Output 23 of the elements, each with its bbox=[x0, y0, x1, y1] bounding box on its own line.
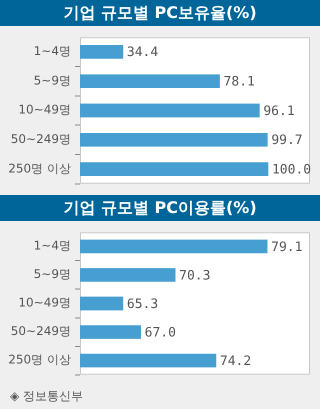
data-label: 78.1 bbox=[224, 74, 255, 90]
y-tick-label: 250명 이상 bbox=[8, 161, 71, 176]
y-tick-label: 10~49명 bbox=[18, 296, 71, 310]
data-label: 34.4 bbox=[126, 45, 158, 60]
data-label: 100.0 bbox=[272, 162, 312, 178]
y-tick-label: 5~9명 bbox=[34, 267, 71, 282]
y-tick-label: 50~249명 bbox=[10, 324, 71, 338]
y-tick-label: 1~4명 bbox=[34, 44, 71, 58]
chart-title: 기업 규모별 PC보유율(%) bbox=[0, 0, 320, 26]
text: ◈ 정보통신부 bbox=[9, 388, 84, 405]
data-label: 70.3 bbox=[179, 268, 210, 284]
data-label: 65.3 bbox=[126, 296, 158, 312]
chart-title: 기업 규모별 PC이용률(%) bbox=[0, 195, 320, 221]
y-tick-label: 250명 이상 bbox=[8, 352, 71, 367]
data-label: 99.7 bbox=[271, 133, 303, 148]
data-label: 96.1 bbox=[263, 104, 295, 119]
y-tick-label: 10~49명 bbox=[18, 102, 71, 117]
y-tick-label: 50~249명 bbox=[10, 132, 71, 146]
data-label: 79.1 bbox=[271, 240, 302, 255]
data-label: 67.0 bbox=[144, 325, 176, 340]
data-label: 74.2 bbox=[220, 354, 252, 369]
y-tick-label: 5~9명 bbox=[34, 73, 71, 88]
y-tick-label: 1~4명 bbox=[34, 238, 71, 253]
